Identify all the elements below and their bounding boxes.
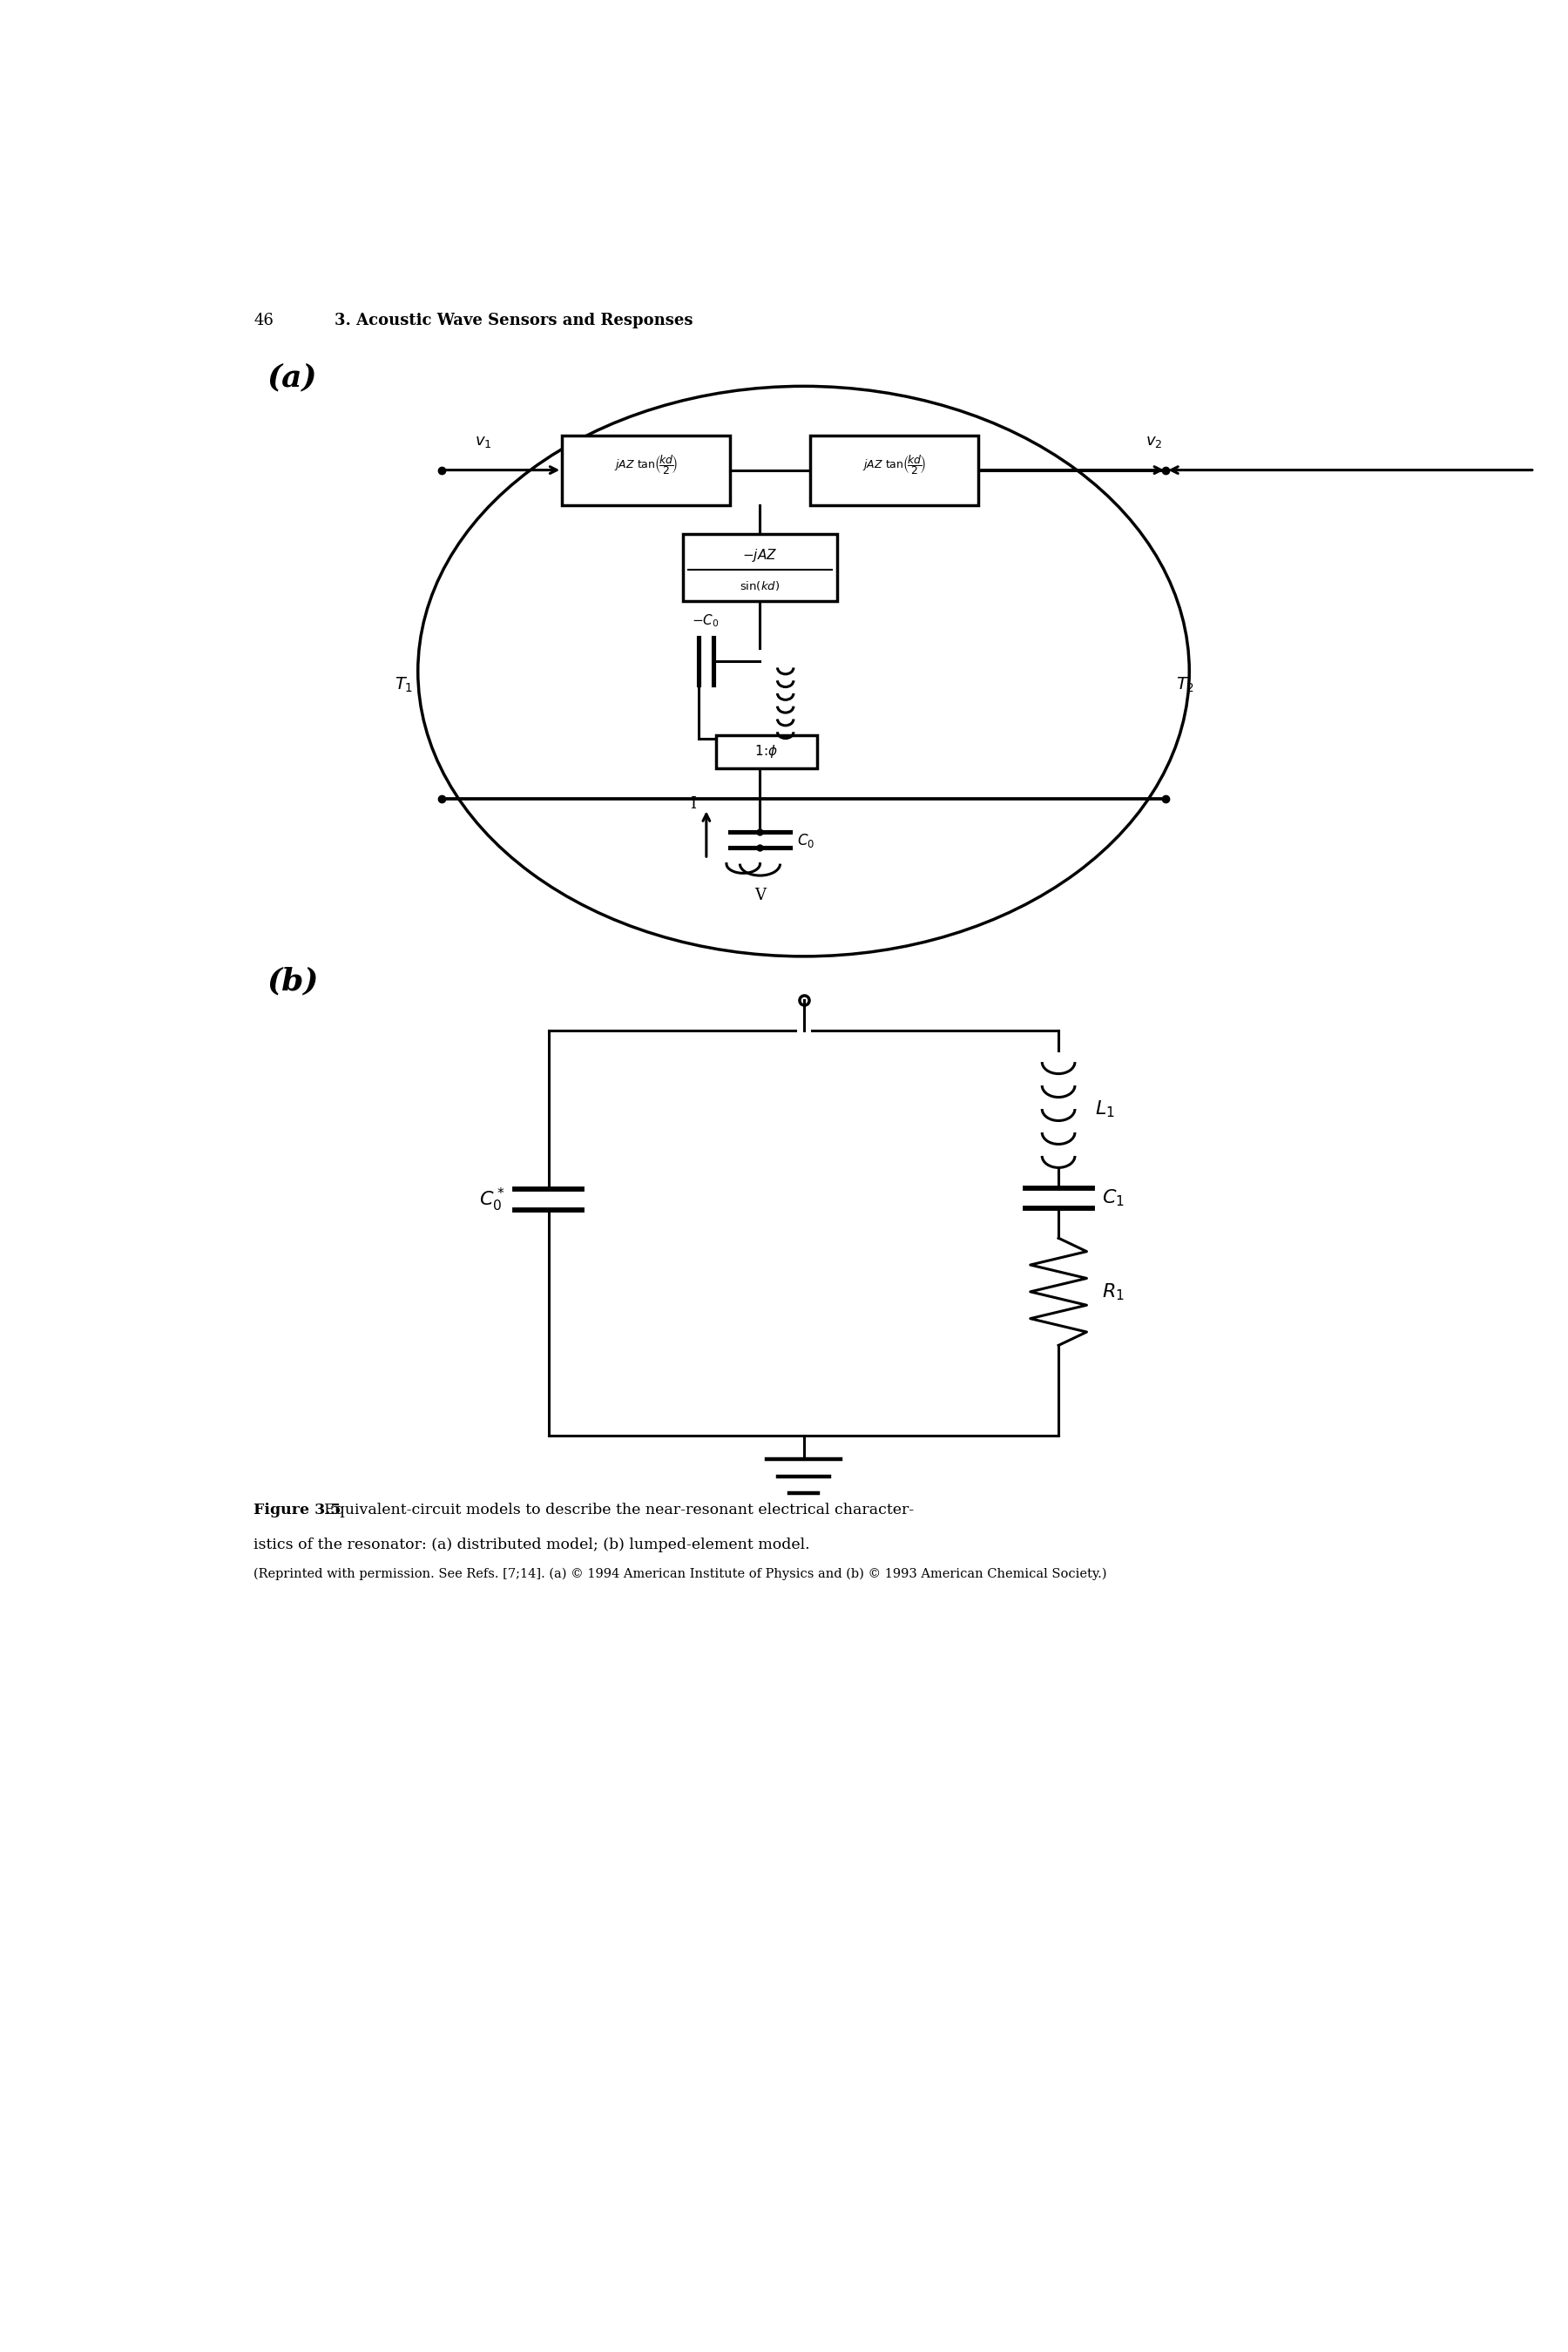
Text: V: V <box>754 887 765 903</box>
Text: I: I <box>690 797 696 811</box>
FancyBboxPatch shape <box>561 435 729 506</box>
Text: $1\!:\!\phi$: $1\!:\!\phi$ <box>754 743 779 760</box>
Text: $T_2$: $T_2$ <box>1176 675 1195 694</box>
Text: (b): (b) <box>267 967 318 995</box>
Text: $T_1$: $T_1$ <box>395 675 412 694</box>
Text: $v_1$: $v_1$ <box>475 435 492 449</box>
Text: (Reprinted with permission. See Refs. [7;14]. (a) © 1994 American Institute of P: (Reprinted with permission. See Refs. [7… <box>254 1569 1107 1581</box>
Text: $-jAZ$: $-jAZ$ <box>743 548 778 564</box>
Text: 46: 46 <box>254 313 273 329</box>
FancyBboxPatch shape <box>811 435 978 506</box>
Text: Equivalent-circuit models to describe the near-resonant electrical character-: Equivalent-circuit models to describe th… <box>325 1503 914 1517</box>
Text: $C_0$: $C_0$ <box>797 833 814 849</box>
Text: Figure 3.5: Figure 3.5 <box>254 1503 340 1517</box>
Text: $jAZ\ \tan\!\left(\!\dfrac{kd}{2}\!\right)$: $jAZ\ \tan\!\left(\!\dfrac{kd}{2}\!\righ… <box>862 454 927 477</box>
Text: 3. Acoustic Wave Sensors and Responses: 3. Acoustic Wave Sensors and Responses <box>334 313 693 329</box>
Text: $v_2$: $v_2$ <box>1146 435 1162 449</box>
Text: $-C_0$: $-C_0$ <box>691 614 720 628</box>
Text: $jAZ\ \tan\!\left(\!\dfrac{kd}{2}\!\right)$: $jAZ\ \tan\!\left(\!\dfrac{kd}{2}\!\righ… <box>615 454 677 477</box>
Text: $C_0^*$: $C_0^*$ <box>480 1185 505 1214</box>
Text: (a): (a) <box>267 362 317 393</box>
Text: $L_1$: $L_1$ <box>1096 1098 1115 1120</box>
FancyBboxPatch shape <box>684 534 837 600</box>
Text: istics of the resonator: (a) distributed model; (b) lumped-element model.: istics of the resonator: (a) distributed… <box>254 1538 811 1552</box>
FancyBboxPatch shape <box>717 734 817 769</box>
Text: $R_1$: $R_1$ <box>1102 1282 1124 1303</box>
Text: $C_1$: $C_1$ <box>1102 1188 1124 1209</box>
Text: $\sin(kd)$: $\sin(kd)$ <box>740 579 781 593</box>
